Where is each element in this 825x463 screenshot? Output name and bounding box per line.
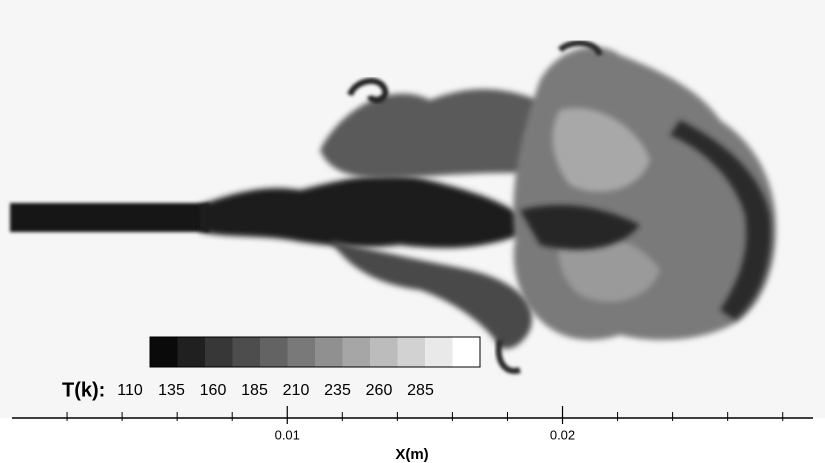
x-axis-label: X(m) (395, 446, 428, 463)
colorbar-band (397, 337, 425, 367)
colorbar-band (452, 337, 480, 367)
colorbar-band (260, 337, 288, 367)
colorbar-tick-label: 285 (407, 382, 434, 399)
flow-field (10, 40, 776, 374)
colorbar-tick-label: 210 (283, 382, 310, 399)
colorbar-tick-label: 135 (158, 382, 185, 399)
x-tick-label: 0.02 (550, 427, 575, 442)
colorbar-tick-label: 110 (117, 382, 143, 399)
colorbar-band (315, 337, 343, 367)
x-tick-label: 0.01 (275, 427, 300, 442)
colorbar-band (425, 337, 453, 367)
colorbar-band (177, 337, 205, 367)
colorbar-band (287, 337, 315, 367)
colorbar-band (370, 337, 398, 367)
colorbar-band (150, 337, 178, 367)
colorbar: 110 135 160 185 210 235 260 285 (117, 336, 481, 399)
colorbar-label: T(k): (62, 379, 105, 401)
colorbar-tick-label: 185 (241, 382, 268, 399)
colorbar-frame (149, 336, 481, 368)
colorbar-band (342, 337, 370, 367)
colorbar-tick-label: 260 (366, 382, 393, 399)
colorbar-tick-label: 235 (324, 382, 351, 399)
colorbar-band (205, 337, 233, 367)
colorbar-band (232, 337, 260, 367)
colorbar-tick-label: 160 (200, 382, 227, 399)
